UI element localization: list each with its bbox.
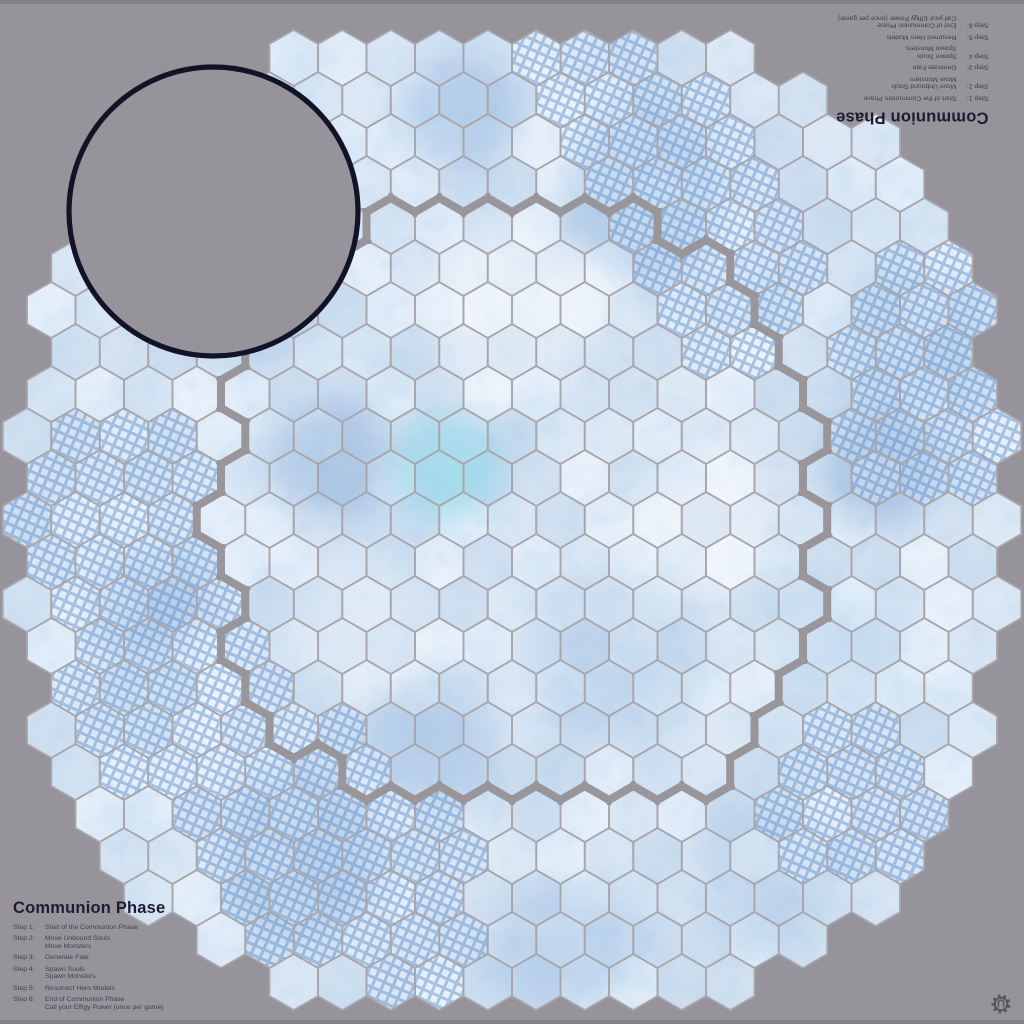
deployment-zone-circle[interactable] [66,64,361,359]
phase-step-label: Step 3: [13,954,35,961]
phase-step-text: End of Communion Phase Call your Effigy P… [45,996,164,1011]
phase-step: Step 3: Generate Fate [13,954,165,962]
phase-steps: Step 1: Start of the Communion Phase Step … [836,14,989,102]
phase-step-text: Generate Fate [45,954,89,961]
maker-logo-gear-icon [991,994,1011,1014]
mat-edge-bottom [0,1020,1024,1024]
communion-phase-panel-rotated: Communion Phase Step 1: Start of the Comm… [836,10,988,127]
hex-grid-lines [1,28,1023,1012]
phase-step-label: Step 2: [13,935,35,942]
mat-edge-top [0,0,1024,4]
phase-step-label: Step 2: [966,83,988,90]
phase-step: Step 6: End of Communion Phase Call your E… [13,996,165,1011]
phase-step-label: Step 4: [13,965,35,973]
phase-step-text: Resurrect Hero Models [45,984,115,992]
phase-step: Step 2: Move Unbound Souls Move Monsters [836,75,988,91]
phase-step-label: Step 5: [966,33,988,41]
phase-step: Step 4: Spawn Souls Spawn Monsters [13,966,165,981]
phase-title: Communion Phase [13,898,166,917]
phase-step-label: Step 3: [966,64,988,71]
phase-step: Step 1: Start of the Communion Phase [13,924,165,932]
phase-step-text: End of Communion Phase Call your Effigy P… [837,14,957,30]
phase-step: Step 5: Resurrect Hero Models [836,33,988,41]
phase-step-text: Move Unbound Souls Move Monsters [891,75,956,91]
phase-step: Step 6: End of Communion Phase Call your E… [836,14,989,30]
center-zone-boundary [191,192,833,806]
phase-step: Step 3: Generate Fate [836,64,988,71]
phase-step-label: Step 1: [966,94,988,102]
phase-step-label: Step 4: [966,52,988,60]
phase-step-text: Generate Fate [912,64,956,71]
phase-step-label: Step 6: [13,996,35,1003]
phase-step-text: Move Unbound Souls Move Monsters [45,935,110,950]
phase-step: Step 4: Spawn Souls Spawn Monsters [836,45,988,60]
phase-step-label: Step 6: [966,22,988,29]
communion-phase-panel: Communion Phase Step 1: Start of the Comm… [13,899,165,1016]
phase-step: Step 5: Resurrect Hero Models [13,985,165,993]
phase-step-text: Start of the Communion Phase [45,923,138,931]
phase-title: Communion Phase [835,108,988,127]
phase-step-label: Step 5: [13,984,35,992]
phase-step: Step 2: Move Unbound Souls Move Monsters [13,935,165,950]
phase-step-text: Resurrect Hero Models [886,33,956,41]
phase-step-label: Step 1: [13,923,35,931]
phase-step-text: Spawn Souls Spawn Monsters [905,45,956,60]
phase-step-text: Spawn Souls Spawn Monsters [45,965,96,981]
phase-step: Step 1: Start of the Communion Phase [836,94,988,102]
phase-steps: Step 1: Start of the Communion Phase Step … [13,924,165,1012]
phase-step-text: Start of the Communion Phase [863,94,956,102]
